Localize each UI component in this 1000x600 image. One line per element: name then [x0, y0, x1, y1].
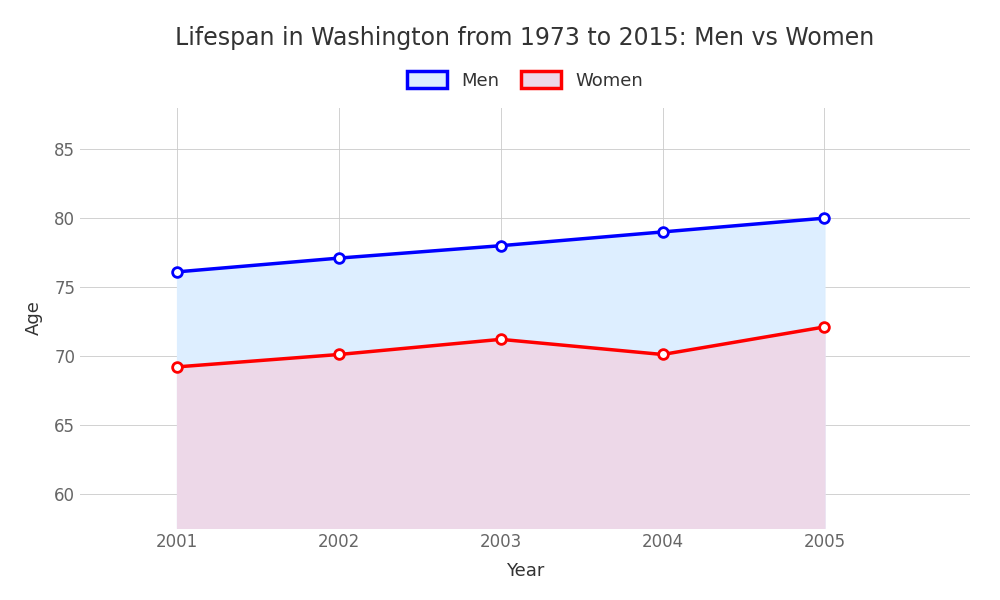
- Y-axis label: Age: Age: [25, 301, 43, 335]
- Title: Lifespan in Washington from 1973 to 2015: Men vs Women: Lifespan in Washington from 1973 to 2015…: [175, 26, 875, 50]
- Legend: Men, Women: Men, Women: [398, 62, 652, 99]
- X-axis label: Year: Year: [506, 562, 544, 580]
